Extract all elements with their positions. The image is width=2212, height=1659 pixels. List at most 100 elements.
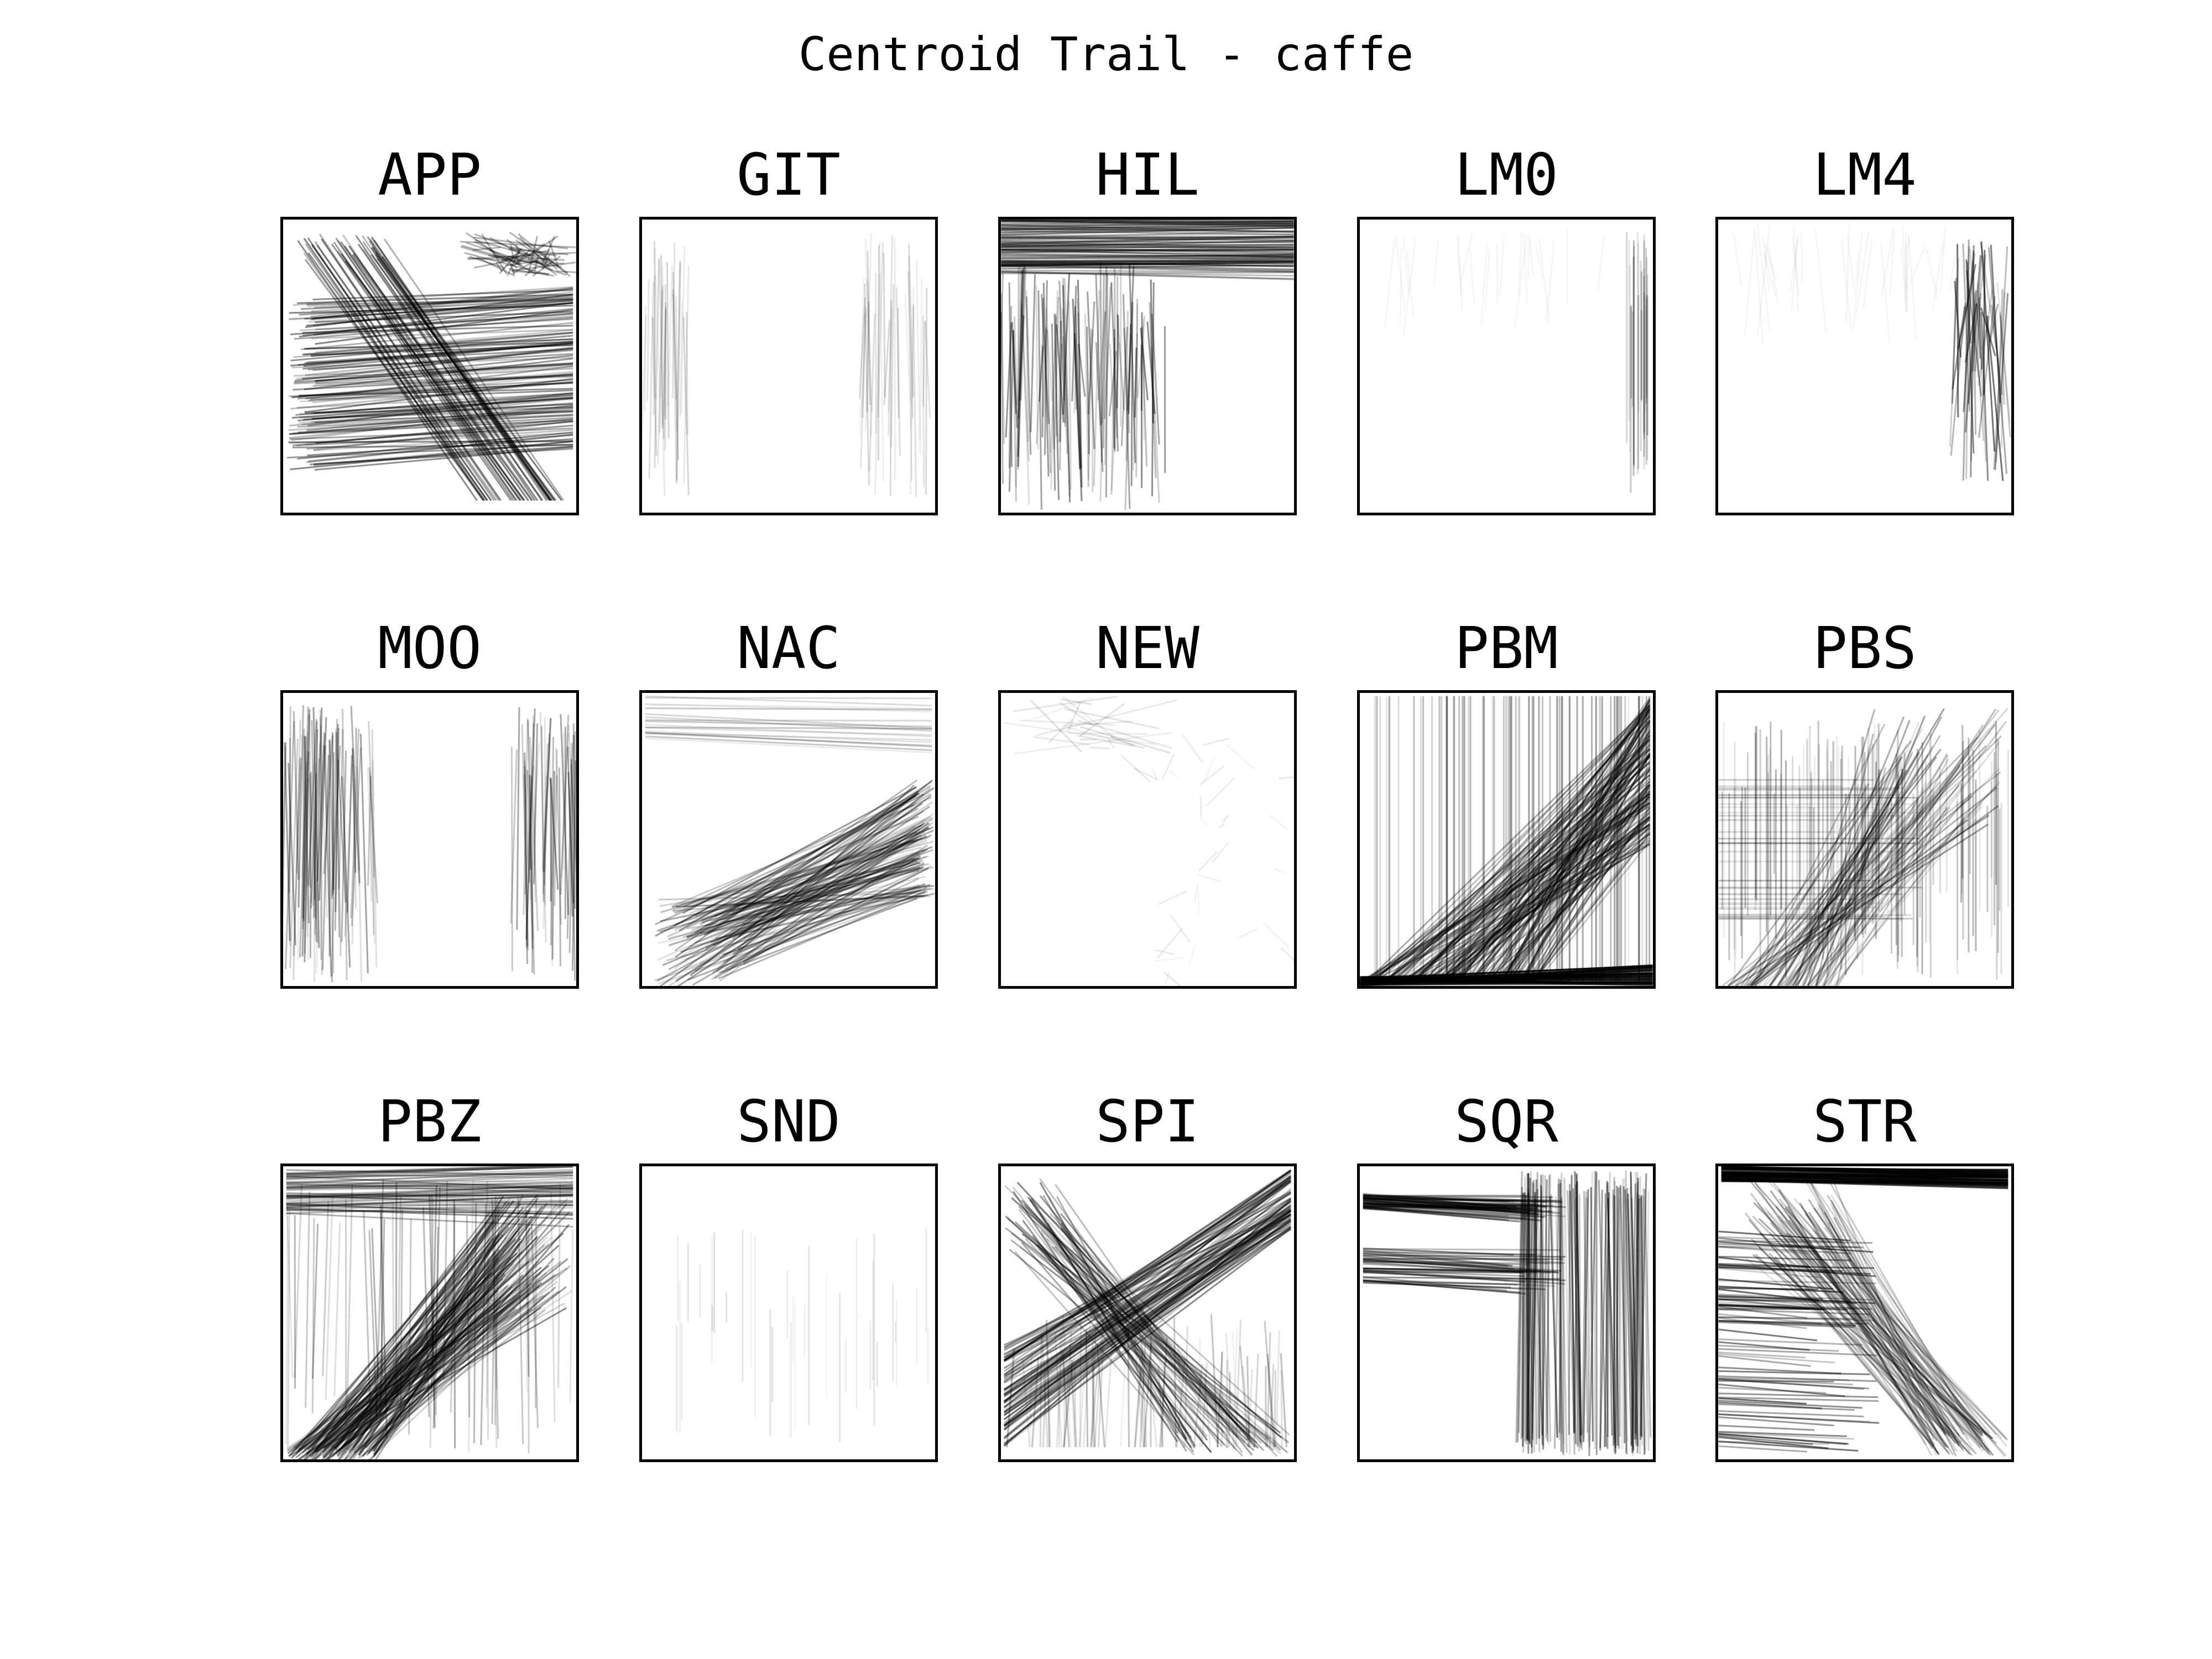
trail-segment — [1364, 705, 1651, 984]
trail-segment — [352, 747, 357, 909]
trail-segment — [1039, 1178, 1237, 1451]
trail-segment — [1039, 1195, 1253, 1456]
trail-segment — [1475, 807, 1651, 984]
trail-segment — [1363, 1203, 1563, 1208]
trail-segment — [730, 884, 920, 932]
panel-frame — [1715, 217, 2014, 515]
trail-segment — [1432, 238, 1440, 285]
trail-segment — [289, 379, 573, 398]
trail-segment — [1003, 1211, 1292, 1427]
trail-segment — [369, 772, 373, 902]
trail-segment — [371, 1228, 379, 1379]
trail-segment — [1846, 236, 1856, 296]
trail-segment — [1830, 1194, 1994, 1456]
trail-segment — [315, 1304, 500, 1460]
trail-segment — [1746, 787, 1998, 987]
trail-segment — [1718, 1378, 1853, 1386]
trail-segment — [1900, 246, 1907, 302]
trail-segment — [1001, 234, 1294, 239]
trail-segment — [718, 813, 934, 969]
trail-segment — [1003, 1209, 1292, 1421]
trail-segment — [1537, 1190, 1542, 1439]
trail-segment — [864, 283, 870, 486]
trail-segment — [286, 1172, 573, 1188]
trail-segment — [286, 1183, 573, 1194]
trail-segment — [1978, 296, 1996, 438]
trail-segment — [333, 241, 514, 501]
trail-segment — [304, 338, 573, 350]
trail-segment — [1385, 792, 1651, 984]
trail-segment — [1718, 1298, 1857, 1305]
trail-segment — [306, 298, 573, 305]
trail-segment — [314, 434, 573, 451]
trail-segment — [315, 311, 573, 324]
trail-segment — [1827, 1222, 1984, 1437]
trail-segment — [313, 1207, 524, 1453]
trail-segment — [510, 749, 518, 924]
trail-segment — [1363, 1259, 1561, 1271]
trail-segment — [286, 1164, 573, 1181]
trail-segment — [657, 836, 931, 961]
trail-segment — [331, 1295, 493, 1457]
trail-segment — [1001, 258, 1294, 265]
trail-segment — [1561, 1172, 1565, 1456]
trail-segment — [1001, 269, 1294, 273]
trail-segment — [743, 867, 929, 963]
trail-segment — [1499, 734, 1651, 983]
trail-segment — [1363, 1258, 1549, 1261]
trail-segment — [1163, 971, 1171, 988]
trail-segment — [359, 1297, 535, 1459]
trail-segment — [721, 863, 930, 921]
trail-segment — [301, 296, 573, 310]
panel-hil — [998, 217, 1297, 515]
trail-segment — [1095, 342, 1104, 472]
trail-segment — [527, 722, 534, 940]
trail-segment — [1042, 327, 1047, 417]
trail-segment — [1363, 1276, 1560, 1280]
trail-segment — [489, 237, 553, 272]
trail-segment — [1718, 1383, 1845, 1397]
trail-segment — [1001, 236, 1294, 242]
trail-segment — [1806, 742, 2000, 987]
trail-segment — [1754, 1182, 1994, 1456]
trail-segment — [1788, 1219, 1991, 1456]
trail-segment — [1059, 701, 1093, 726]
trail-segment — [1056, 1196, 1196, 1449]
trail-segment — [1559, 1179, 1562, 1452]
trail-segment — [1444, 697, 1651, 984]
trail-segment — [1058, 281, 1065, 400]
trail-segment — [1039, 1334, 1042, 1448]
trail-segment — [1001, 220, 1294, 225]
trail-segment — [1087, 291, 1095, 449]
trail-segment — [1363, 1207, 1522, 1222]
panel-snd — [639, 1164, 938, 1462]
trail-segment — [1798, 1235, 2003, 1439]
trail-segment — [715, 867, 920, 922]
trail-segment — [1154, 957, 1183, 962]
trail-segment — [1458, 705, 1651, 984]
trail-segment — [1004, 1178, 1291, 1352]
trail-lines-spi — [1003, 1168, 1292, 1457]
trail-segment — [286, 1169, 573, 1177]
trail-segment — [1957, 264, 1976, 349]
trail-segment — [1004, 1179, 1291, 1361]
trail-segment — [1745, 735, 2002, 987]
trail-segment — [325, 1307, 516, 1462]
trail-segment — [1718, 1316, 1876, 1322]
trail-segment — [1363, 1198, 1521, 1206]
trail-segment — [1489, 722, 1651, 983]
trail-segment — [544, 733, 550, 885]
trail-segment — [1587, 1198, 1590, 1448]
trail-segment — [1788, 1215, 1949, 1449]
trail-segment — [1794, 724, 1996, 987]
trail-segment — [1241, 1365, 1251, 1448]
trail-segment — [295, 1218, 514, 1455]
trail-segment — [1122, 294, 1131, 509]
trail-segment — [1474, 748, 1651, 984]
trail-segment — [1590, 1187, 1594, 1442]
trail-segment — [361, 1243, 550, 1449]
trail-segment — [682, 316, 690, 495]
trail-segment — [288, 410, 573, 431]
trail-segment — [1972, 261, 1977, 435]
trail-segment — [1804, 1210, 1958, 1452]
